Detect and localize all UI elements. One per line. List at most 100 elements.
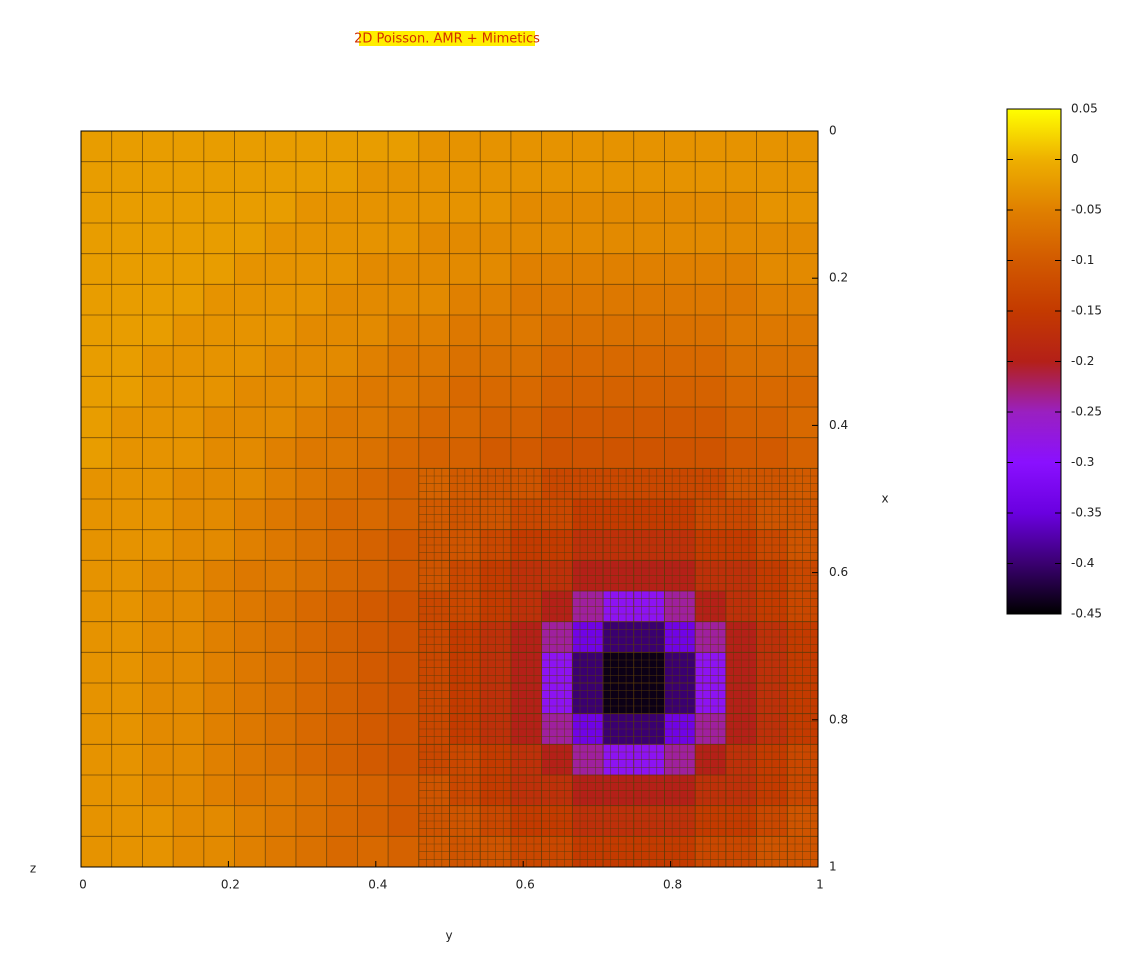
cell — [572, 315, 604, 346]
cell — [388, 652, 420, 684]
cell — [388, 468, 420, 500]
cell — [142, 775, 174, 806]
cell — [265, 284, 297, 316]
cell — [203, 376, 235, 408]
cell — [357, 131, 389, 162]
cell — [234, 437, 266, 469]
cell — [142, 284, 174, 316]
cell — [418, 223, 450, 254]
cell — [725, 161, 757, 193]
x-tick-label: 0.6 — [516, 878, 535, 892]
cell — [81, 161, 113, 193]
cell — [295, 713, 327, 745]
cell — [541, 131, 573, 162]
cell — [234, 621, 266, 653]
cell — [142, 836, 174, 868]
cell — [142, 192, 174, 224]
cell — [572, 192, 604, 224]
cell — [695, 253, 727, 285]
cell — [357, 591, 389, 622]
cell — [388, 284, 420, 316]
cell — [111, 468, 143, 500]
cell — [203, 131, 235, 162]
cell — [142, 499, 174, 530]
cell — [449, 345, 481, 377]
cell — [111, 315, 143, 346]
cell — [510, 345, 542, 377]
cell — [787, 437, 819, 469]
y-tick-label: 0.2 — [829, 271, 848, 285]
cell — [81, 192, 113, 224]
cell — [480, 345, 512, 377]
cell — [265, 591, 297, 622]
cell — [326, 529, 358, 561]
cell — [510, 407, 542, 438]
cell — [664, 437, 696, 469]
cell — [203, 805, 235, 837]
cell — [265, 131, 297, 162]
cell — [234, 744, 266, 776]
cell — [603, 253, 635, 285]
cell — [81, 560, 113, 592]
cell — [326, 407, 358, 438]
cell — [388, 376, 420, 408]
cell — [418, 192, 450, 224]
cell — [326, 560, 358, 592]
cell — [111, 529, 143, 561]
cell — [173, 591, 205, 622]
cell — [603, 437, 635, 469]
cell — [388, 499, 420, 530]
cell — [695, 192, 727, 224]
cell — [756, 253, 788, 285]
cell — [203, 192, 235, 224]
cell — [480, 284, 512, 316]
cell — [541, 253, 573, 285]
cell — [173, 744, 205, 776]
cell — [81, 713, 113, 745]
cell — [234, 407, 266, 438]
cell — [81, 284, 113, 316]
cell — [326, 376, 358, 408]
y-tick-label: 0 — [829, 124, 837, 138]
cell — [203, 223, 235, 254]
cell — [664, 161, 696, 193]
cell — [510, 315, 542, 346]
cell — [234, 775, 266, 806]
cell — [265, 437, 297, 469]
cell — [203, 253, 235, 285]
cell — [725, 253, 757, 285]
x-tick-label: 0.2 — [221, 878, 240, 892]
cell — [725, 192, 757, 224]
cell — [295, 161, 327, 193]
cell — [357, 560, 389, 592]
cell — [142, 223, 174, 254]
plot-border — [80, 130, 819, 868]
cell — [541, 223, 573, 254]
y-axis-label: x — [881, 492, 888, 506]
cell — [510, 376, 542, 408]
cell — [664, 253, 696, 285]
cell — [357, 253, 389, 285]
cell — [326, 284, 358, 316]
cell — [81, 376, 113, 408]
cell — [449, 253, 481, 285]
cell — [173, 560, 205, 592]
cell — [295, 529, 327, 561]
cell — [203, 345, 235, 377]
cell — [265, 621, 297, 653]
cell — [295, 560, 327, 592]
cell — [111, 376, 143, 408]
cell — [173, 376, 205, 408]
cell — [510, 253, 542, 285]
cell — [234, 345, 266, 377]
cell — [111, 744, 143, 776]
cell — [234, 836, 266, 868]
cell — [357, 621, 389, 653]
cell — [357, 376, 389, 408]
cell — [418, 131, 450, 162]
cell — [81, 468, 113, 500]
cell — [265, 683, 297, 714]
cell — [756, 345, 788, 377]
cell — [265, 744, 297, 776]
cell — [388, 131, 420, 162]
